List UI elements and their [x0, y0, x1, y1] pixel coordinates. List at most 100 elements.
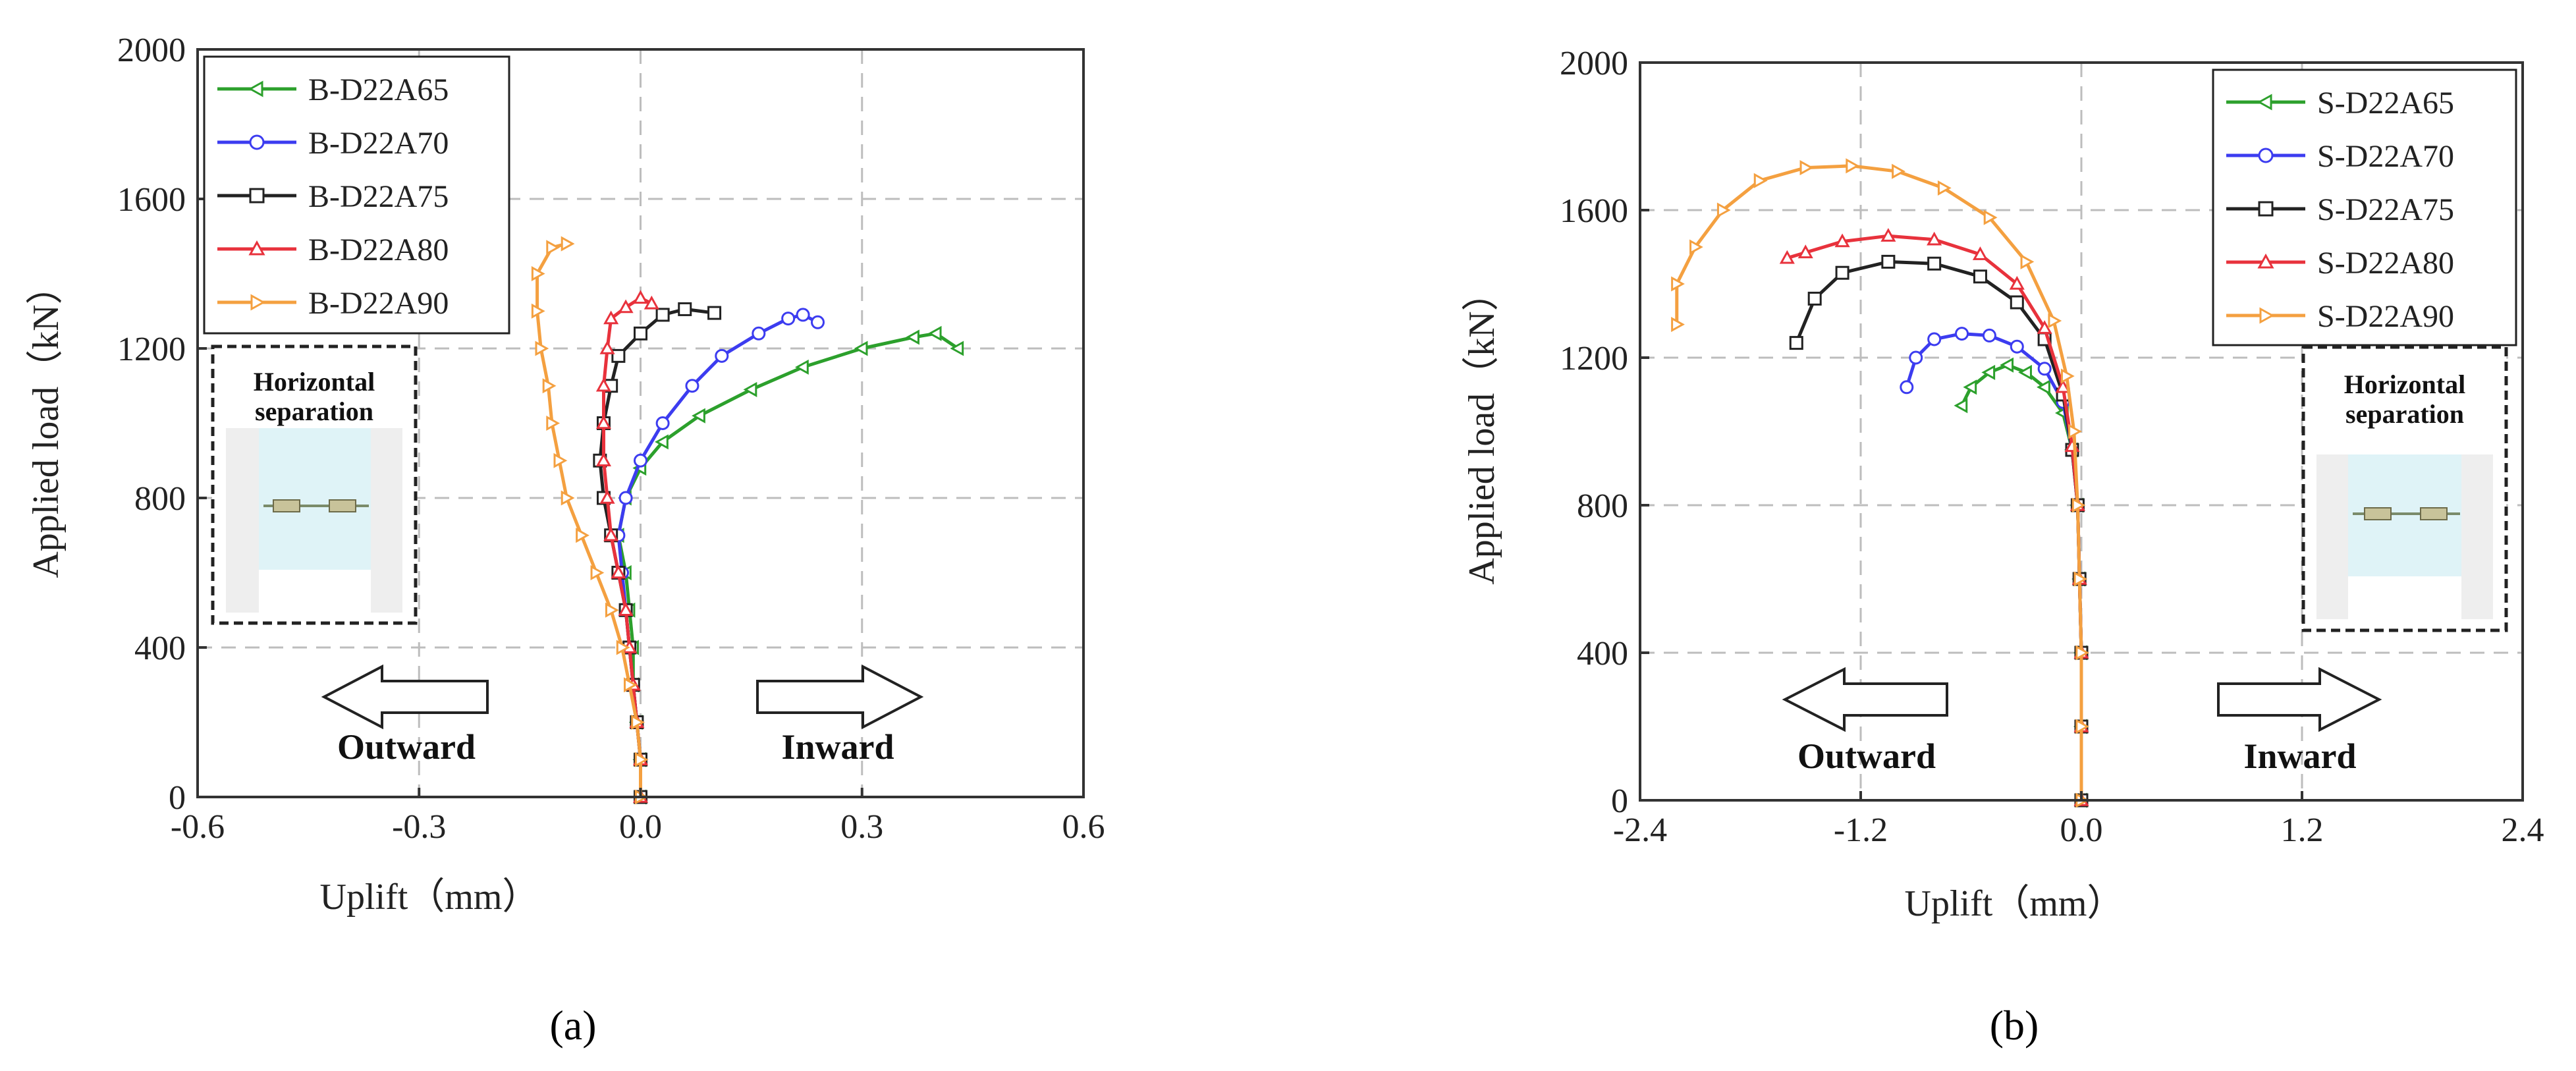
data-point [2075, 719, 2090, 734]
data-point [546, 415, 561, 431]
x-tick-label: -1.2 [1834, 811, 1888, 849]
legend-marker [2258, 148, 2274, 163]
inset-title-line1: Horizontal [254, 367, 375, 397]
data-point [1671, 276, 1685, 292]
data-point [1807, 291, 1822, 306]
inset-wall-left [2316, 454, 2348, 619]
panel-a-inset: Horizontal separation [211, 344, 418, 625]
panel-b-series [1671, 158, 2090, 808]
data-point [1892, 163, 1905, 179]
data-point [595, 453, 612, 466]
legend-entry: S-D22A65 [2226, 86, 2454, 121]
x-tick-label: 0.3 [840, 808, 883, 846]
panel-b-inset: Horizontal separation [2301, 345, 2508, 632]
data-point [685, 379, 699, 393]
data-point [1982, 328, 1996, 343]
data-point [2010, 339, 2024, 354]
data-point [561, 236, 575, 252]
y-tick-label: 1200 [1560, 340, 1628, 377]
data-point [599, 489, 615, 504]
data-point [611, 564, 626, 579]
legend-entry: S-D22A70 [2226, 139, 2454, 174]
legend-entry: B-D22A90 [217, 286, 449, 321]
data-point [1909, 350, 1923, 365]
panel-b-arrows: Outward Inward [1782, 667, 2382, 776]
data-point [1716, 202, 1731, 218]
legend-label: S-D22A75 [2317, 192, 2454, 227]
data-point [590, 564, 605, 581]
legend-marker [249, 188, 265, 204]
data-point [595, 377, 612, 392]
data-point [1983, 209, 1998, 225]
data-point [1834, 233, 1850, 248]
inset-wall-left [226, 428, 259, 613]
data-point [1981, 364, 1996, 380]
legend-label: S-D22A80 [2317, 246, 2454, 281]
outward-label: Outward [1797, 736, 1936, 776]
data-point [634, 453, 647, 468]
data-point [692, 408, 705, 424]
data-point [655, 434, 669, 450]
legend-marker [250, 294, 266, 311]
series-B-D22A80 [595, 290, 659, 803]
data-point [2018, 364, 2032, 380]
panel-a-y-axis-title: Applied load（kN） [26, 267, 67, 578]
legend-entry: S-D22A90 [2226, 299, 2454, 334]
data-point [927, 325, 942, 341]
data-point [2010, 295, 2024, 310]
data-point [752, 326, 766, 341]
legend-label: B-D22A70 [308, 126, 449, 161]
x-tick-label: 0.0 [619, 808, 662, 846]
data-point [595, 415, 612, 429]
legend-label: B-D22A90 [308, 286, 449, 321]
data-point [2073, 571, 2088, 587]
panel-a-ticks: -0.6 -0.3 0.0 0.3 0.6 0 400 800 1200 1600 2000 [117, 32, 1105, 846]
inset-nut-left [2364, 507, 2392, 520]
data-point [906, 329, 919, 345]
data-point [655, 308, 670, 322]
data-point [1689, 239, 1703, 255]
data-point [2037, 362, 2052, 376]
inset-nut-right [329, 499, 356, 512]
data-point [1799, 160, 1814, 176]
data-point [1753, 173, 1768, 188]
data-point [715, 348, 729, 363]
inset-title-line2: separation [255, 397, 373, 426]
data-point [603, 527, 619, 541]
legend-entry: B-D22A65 [217, 72, 449, 107]
x-tick-label: 0.0 [2060, 811, 2103, 849]
legend-marker [2257, 253, 2274, 269]
data-point [854, 341, 868, 356]
y-tick-label: 2000 [117, 32, 186, 69]
data-point [542, 378, 557, 394]
data-point [950, 341, 964, 356]
data-point [618, 491, 633, 505]
data-point [616, 640, 630, 655]
y-tick-label: 0 [169, 779, 186, 817]
data-point [781, 312, 796, 326]
data-point [618, 602, 634, 616]
data-point [546, 240, 561, 256]
legend-label: B-D22A80 [308, 233, 449, 267]
data-point [1789, 336, 1803, 350]
panel-a: Horizontal separation Outward Inward -0.… [26, 32, 1105, 1049]
data-point [531, 303, 545, 319]
data-point [655, 416, 670, 430]
panel-a-arrows: Outward Inward [321, 664, 924, 767]
panel-a-x-axis-title: Uplift（mm） [320, 877, 539, 918]
data-point [2020, 254, 2035, 269]
legend-label: S-D22A65 [2317, 86, 2454, 121]
legend-label: B-D22A65 [308, 72, 449, 107]
y-tick-label: 400 [134, 630, 186, 667]
data-point [1927, 332, 1942, 346]
data-point [2055, 379, 2071, 393]
data-point [1881, 254, 1896, 269]
legend-marker [2258, 201, 2274, 217]
outward-label: Outward [337, 727, 476, 767]
legend-entry: S-D22A80 [2226, 246, 2454, 281]
x-tick-label: 0.6 [1062, 808, 1105, 846]
data-point [1954, 398, 1968, 414]
data-point [576, 528, 589, 543]
data-point [644, 295, 659, 310]
